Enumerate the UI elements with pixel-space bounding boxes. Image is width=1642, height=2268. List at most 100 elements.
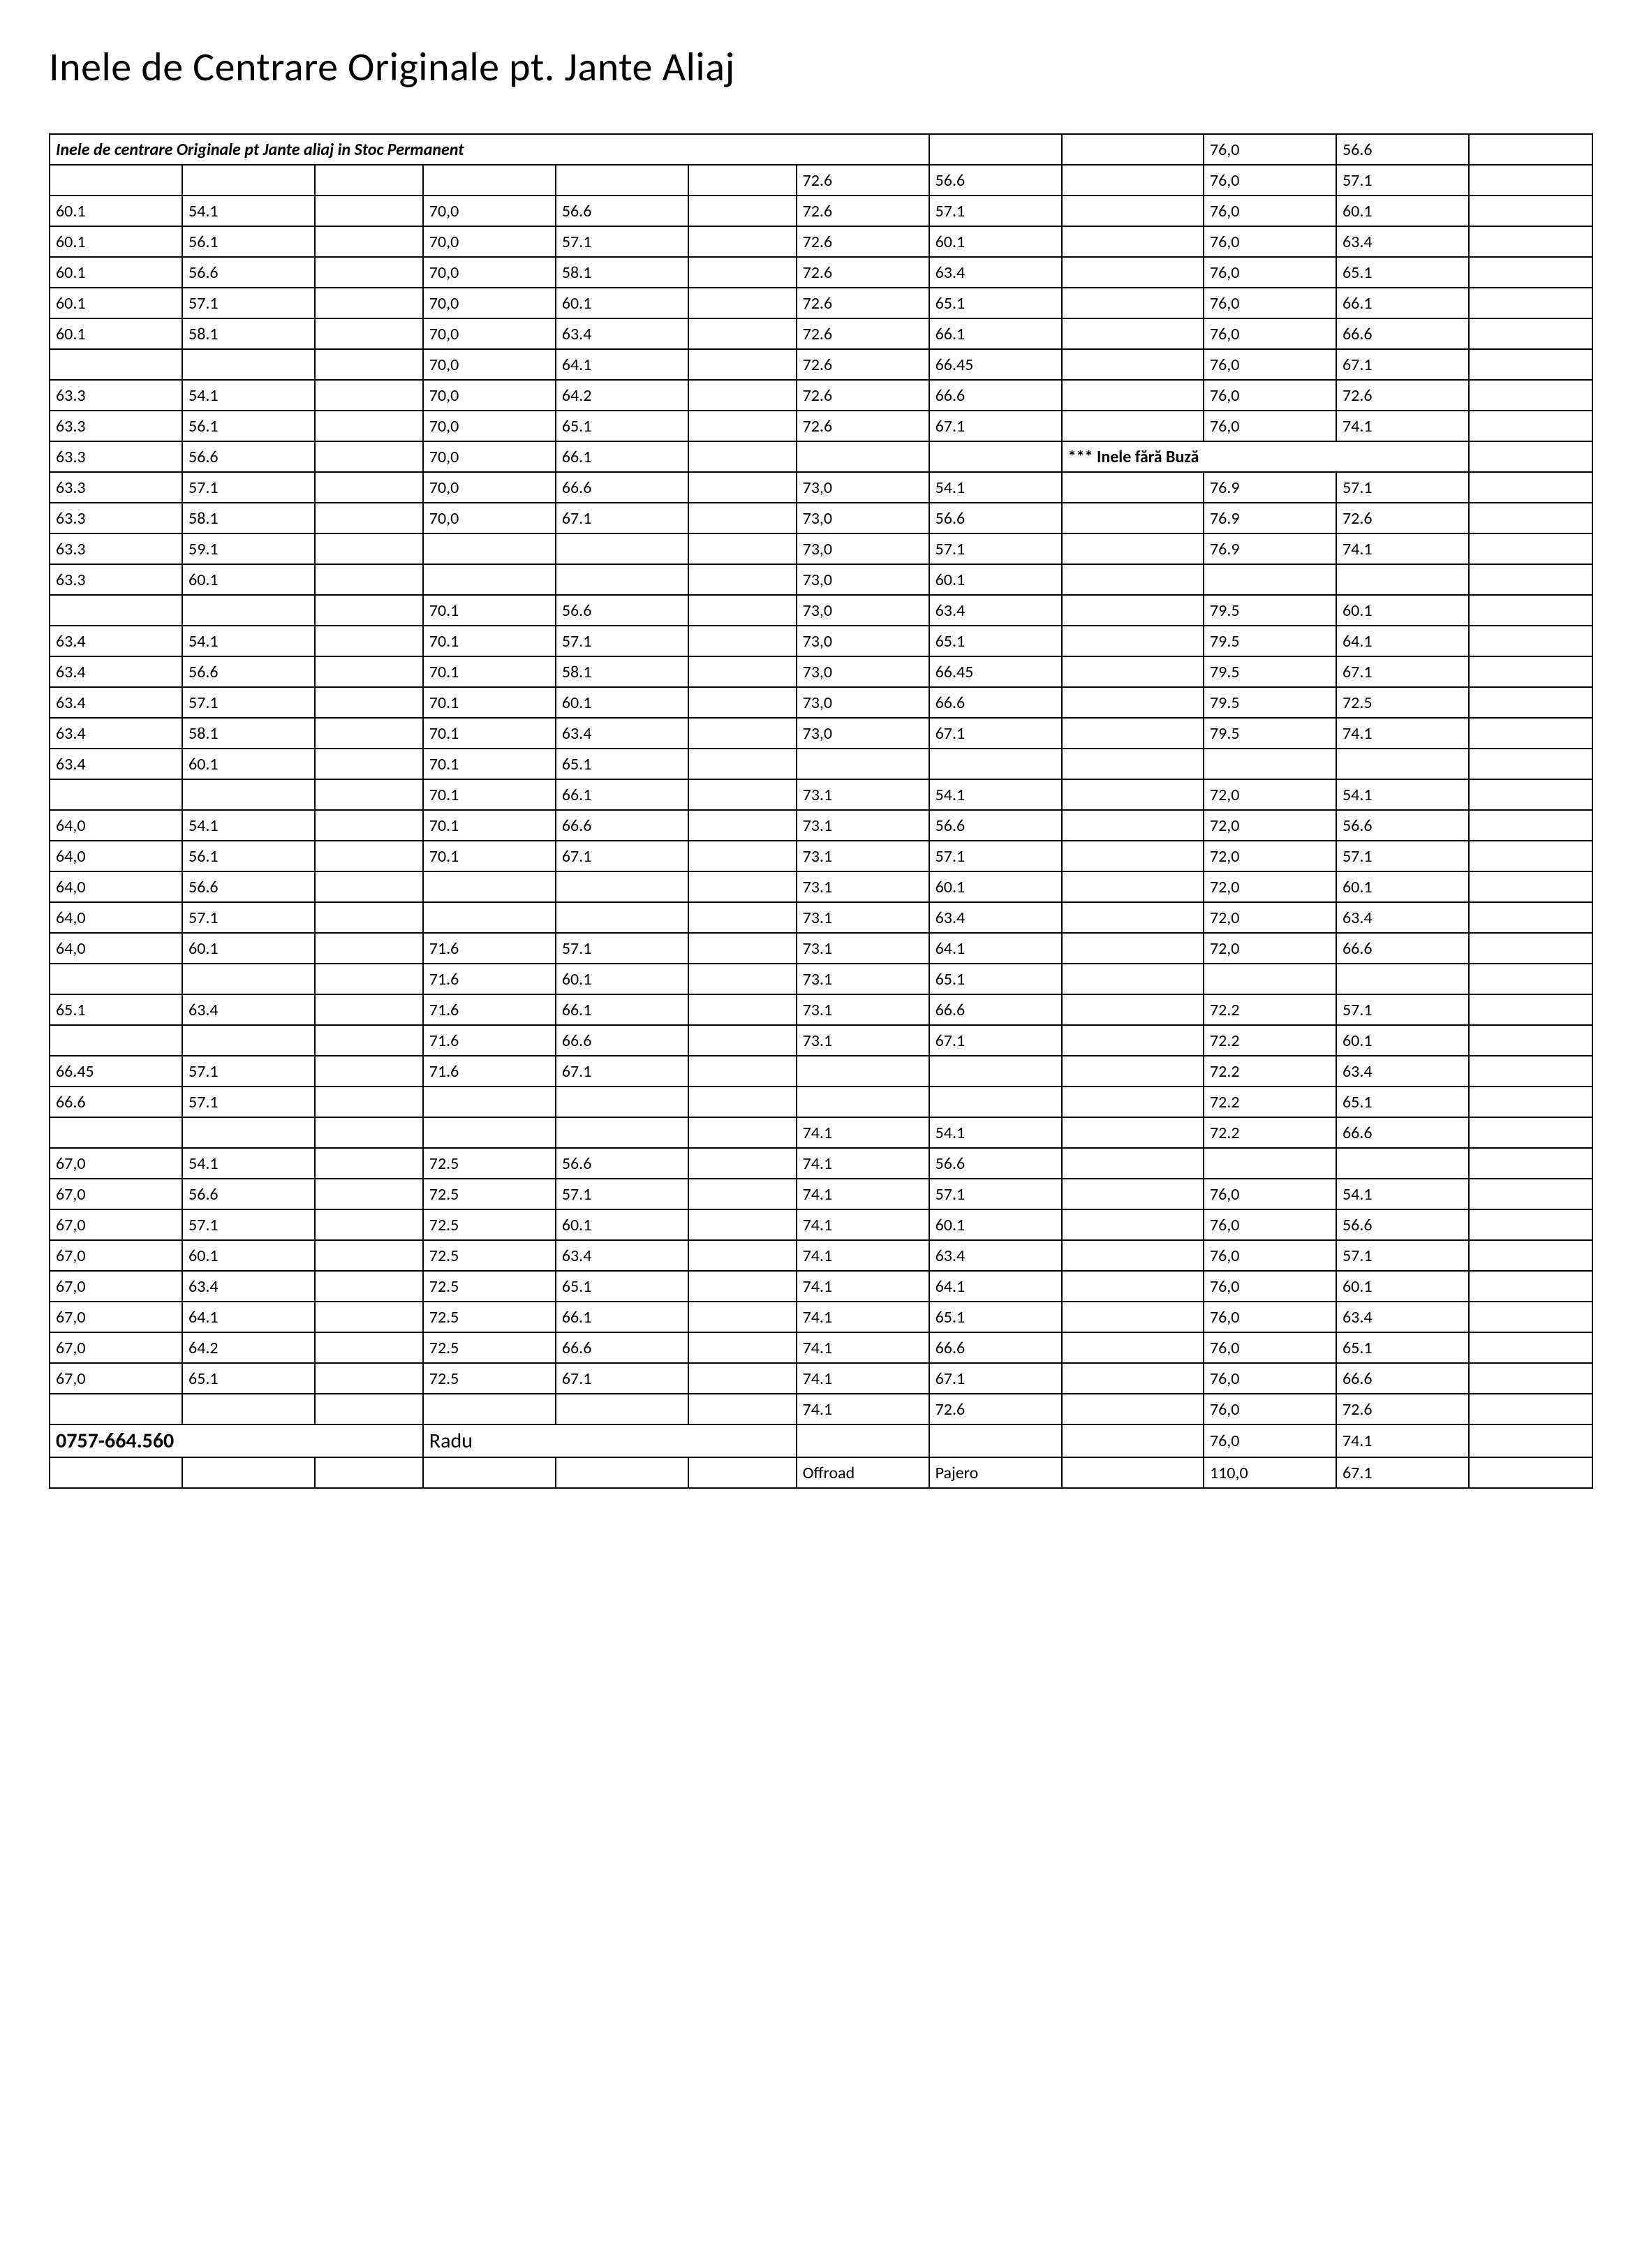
cell: 73,0: [797, 503, 929, 533]
cell: 71.6: [423, 964, 556, 994]
cell: 66.1: [556, 441, 688, 472]
table-row: 67,064.272.566.674.166.676,065.1: [50, 1332, 1592, 1363]
cell: [1062, 196, 1204, 226]
cell: 73.1: [797, 1025, 929, 1056]
cell: 72.5: [423, 1363, 556, 1394]
cell: 60.1: [182, 564, 315, 595]
cell: [1062, 871, 1204, 902]
cell: [1469, 503, 1592, 533]
cell: 72,0: [1204, 779, 1336, 810]
cell: 65.1: [182, 1363, 315, 1394]
cell: 76,0: [1204, 134, 1336, 165]
cell: [1062, 1394, 1204, 1424]
cell: [1469, 1087, 1592, 1117]
cell: 76,0: [1204, 257, 1336, 288]
cell: 72.6: [797, 288, 929, 318]
table-row: 67,057.172.560.174.160.176,056.6: [50, 1209, 1592, 1240]
cell: [688, 718, 797, 749]
cell: [315, 626, 423, 656]
cell: [556, 1117, 688, 1148]
cell: [556, 1087, 688, 1117]
cell: 67,0: [50, 1179, 182, 1209]
cell: [1204, 1148, 1336, 1179]
cell: 71.6: [423, 994, 556, 1025]
cell: [315, 687, 423, 718]
cell: 74.1: [797, 1240, 929, 1271]
cell: 67,0: [50, 1209, 182, 1240]
cell: 63.3: [50, 503, 182, 533]
cell: [1062, 1056, 1204, 1087]
cell: 54.1: [182, 380, 315, 411]
cell: 57.1: [929, 841, 1062, 871]
cell: 76,0: [1204, 196, 1336, 226]
cell: [315, 257, 423, 288]
cell: 74.1: [1336, 533, 1469, 564]
cell: 72.5: [423, 1332, 556, 1363]
table-row: 67,054.172.556.674.156.6: [50, 1148, 1592, 1179]
cell: [688, 380, 797, 411]
cell: [688, 257, 797, 288]
cell: 63.4: [182, 994, 315, 1025]
cell: 54.1: [929, 472, 1062, 503]
cell: [1469, 1394, 1592, 1424]
cell: [1062, 718, 1204, 749]
cell: [182, 964, 315, 994]
cell: 63.4: [929, 595, 1062, 626]
cell: [315, 503, 423, 533]
cell: 57.1: [556, 1179, 688, 1209]
cell: 70.1: [423, 626, 556, 656]
cell: 67.1: [556, 1363, 688, 1394]
cell: 63.4: [929, 1240, 1062, 1271]
cell: [1469, 564, 1592, 595]
cell: 66.6: [556, 1332, 688, 1363]
cell: [1062, 288, 1204, 318]
cell: 56.6: [929, 503, 1062, 533]
cell: [1336, 964, 1469, 994]
cell: [929, 1056, 1062, 1087]
cell: [50, 349, 182, 380]
cell: 67.1: [556, 503, 688, 533]
table-row: 74.172.676,072.6: [50, 1394, 1592, 1424]
cell: 63.4: [929, 902, 1062, 933]
cell: 57.1: [1336, 841, 1469, 871]
cell: 72.2: [1204, 1056, 1336, 1087]
cell: [315, 380, 423, 411]
cell: [556, 533, 688, 564]
cell: [688, 902, 797, 933]
cell: 63.4: [50, 626, 182, 656]
cell: [315, 1271, 423, 1302]
page-title: Inele de Centrare Originale pt. Jante Al…: [49, 42, 1593, 91]
cell: 60.1: [929, 1209, 1062, 1240]
cell: [688, 1148, 797, 1179]
cell: 65.1: [556, 749, 688, 779]
cell: [182, 779, 315, 810]
cell: 70.1: [423, 841, 556, 871]
cell: 66.1: [556, 1302, 688, 1332]
cell: 56.6: [182, 1179, 315, 1209]
table-row: 74.154.172.266.6: [50, 1117, 1592, 1148]
cell: [315, 1457, 423, 1488]
cell: 76,0: [1204, 1394, 1336, 1424]
cell: [1469, 165, 1592, 196]
cell: 60.1: [1336, 871, 1469, 902]
cell: [423, 1394, 556, 1424]
cell: 72.5: [423, 1209, 556, 1240]
cell: 63.3: [50, 564, 182, 595]
cell: 72.6: [929, 1394, 1062, 1424]
cell: [688, 196, 797, 226]
cell: [688, 165, 797, 196]
cell: [50, 964, 182, 994]
cell: 67.1: [929, 411, 1062, 441]
cell: 66.6: [929, 994, 1062, 1025]
cell: [1062, 1424, 1204, 1457]
cell: 67.1: [929, 1363, 1062, 1394]
cell: [315, 749, 423, 779]
cell: 57.1: [182, 902, 315, 933]
cell: [315, 226, 423, 257]
cell: 63.4: [556, 1240, 688, 1271]
cell: [688, 964, 797, 994]
table-row: 63.359.173,057.176.974.1: [50, 533, 1592, 564]
cell: [1469, 1302, 1592, 1332]
table-row: 63.454.170.157.173,065.179.564.1: [50, 626, 1592, 656]
cell: [1469, 1271, 1592, 1302]
